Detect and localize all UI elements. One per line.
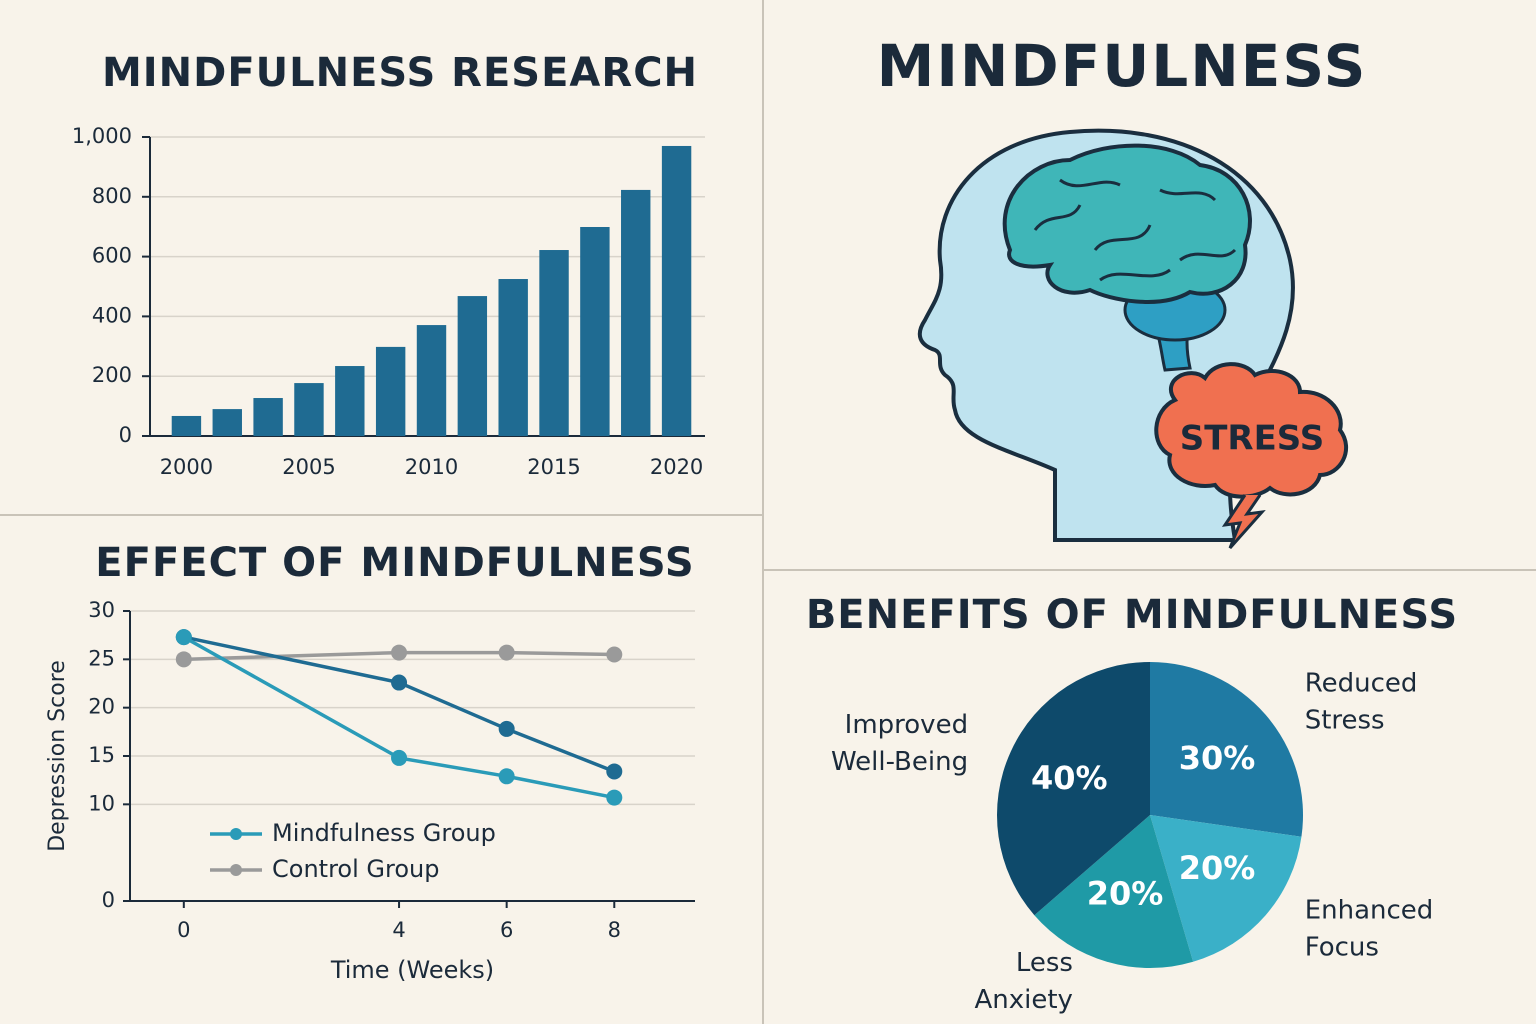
y-tick-label: 0: [102, 888, 115, 912]
x-axis-label: Time (Weeks): [330, 956, 494, 984]
illustration-title: MINDFULNESS: [877, 32, 1368, 100]
x-tick-label: 4: [392, 918, 405, 942]
point: [498, 720, 515, 737]
point: [391, 644, 408, 661]
bar: [375, 346, 406, 436]
y-tick-label: 0: [119, 423, 132, 447]
bar: [621, 189, 651, 436]
x-tick-label: 2015: [527, 455, 580, 479]
legend-swatch: [230, 828, 242, 840]
x-tick-label: 2010: [405, 455, 458, 479]
y-tick-label: 25: [88, 646, 115, 670]
chart-title: MINDFULNESS RESEARCH: [102, 50, 698, 96]
bar: [498, 279, 528, 436]
slice-value: 40%: [1031, 759, 1108, 797]
pie-slice: [1150, 662, 1303, 837]
slice-label: Reduced Stress: [1305, 668, 1418, 735]
chart-title: EFFECT OF MINDFULNESS: [95, 540, 694, 586]
y-tick-label: 15: [88, 743, 115, 767]
series-line: [183, 635, 615, 774]
point: [175, 629, 192, 646]
y-tick-label: 200: [92, 363, 132, 387]
slice-value: 20%: [1179, 849, 1256, 887]
y-axis-label: Depression Score: [45, 660, 70, 852]
bar: [457, 296, 488, 436]
pie-slice: [1034, 815, 1194, 968]
point: [498, 768, 515, 785]
x-tick-label: 2020: [650, 455, 703, 479]
bar: [294, 383, 324, 436]
bar: [416, 325, 447, 436]
point: [606, 789, 623, 806]
bar: [661, 145, 692, 436]
y-tick-label: 1,000: [72, 124, 132, 148]
series-line: [183, 650, 615, 662]
series-line: [182, 635, 615, 800]
legend-label: Control Group: [272, 855, 439, 883]
bar: [253, 398, 283, 436]
bar: [212, 409, 242, 436]
legend-swatch: [230, 864, 242, 876]
bar: [171, 415, 202, 436]
head-illustration: STRESS: [917, 128, 1348, 549]
x-tick-label: 8: [608, 918, 621, 942]
point: [606, 763, 623, 780]
y-tick-label: 800: [92, 184, 132, 208]
x-tick-label: 6: [500, 918, 513, 942]
x-tick-label: 2000: [160, 455, 213, 479]
point: [175, 651, 192, 668]
y-tick-label: 20: [88, 695, 115, 719]
slice-value: 20%: [1087, 875, 1164, 913]
bar: [539, 250, 569, 436]
point: [391, 674, 408, 691]
slice-label: Improved Well-Being: [831, 710, 968, 777]
legend-label: Mindfulness Group: [272, 819, 496, 847]
y-tick-label: 30: [88, 598, 115, 622]
point: [391, 749, 408, 766]
y-tick-label: 10: [88, 791, 115, 815]
chart-title: BENEFITS OF MINDFULNESS: [806, 592, 1458, 638]
x-tick-label: 2005: [282, 455, 335, 479]
bar: [335, 366, 365, 436]
slice-label: Less Anxiety: [974, 947, 1072, 1014]
slice-label: Enhanced Focus: [1305, 895, 1434, 962]
point: [606, 646, 623, 663]
x-tick-label: 0: [177, 918, 190, 942]
slice-value: 30%: [1179, 739, 1256, 777]
pie-slice: [1150, 815, 1302, 962]
stress-label: STRESS: [1180, 419, 1325, 459]
point: [498, 644, 515, 661]
y-tick-label: 600: [92, 244, 132, 268]
y-tick-label: 400: [92, 303, 132, 327]
pie-slice: [997, 662, 1150, 916]
bar: [580, 226, 610, 436]
